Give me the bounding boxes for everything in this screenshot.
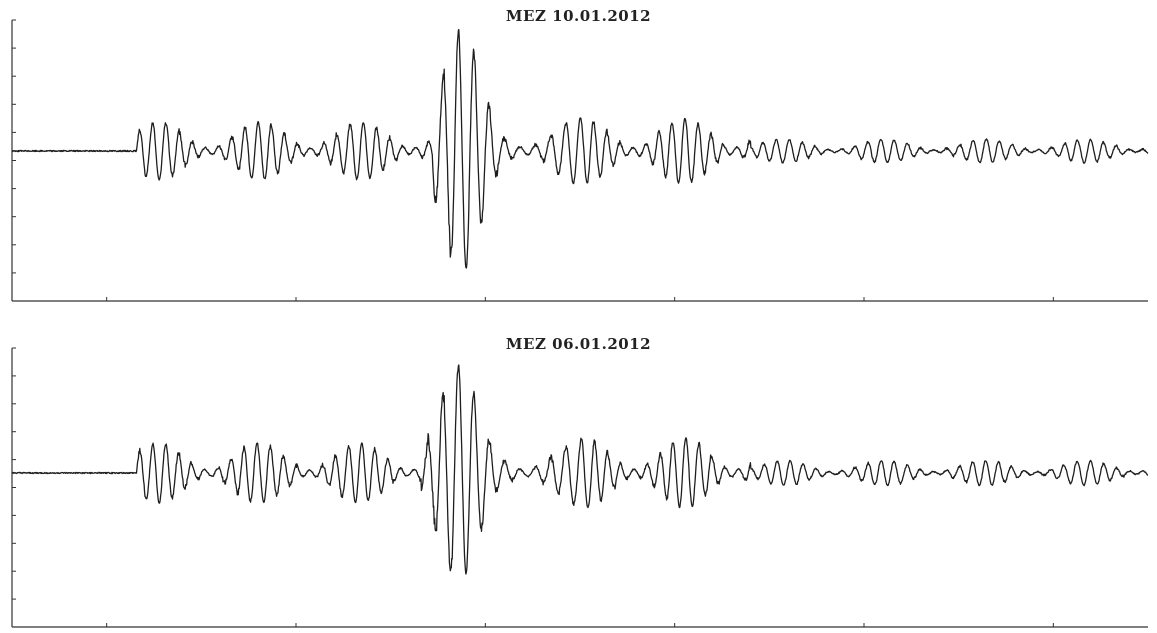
seismogram-panel-top: MEZ 10.01.2012 bbox=[11, 7, 1149, 302]
chart-title: MEZ 06.01.2012 bbox=[505, 335, 652, 353]
chart-title: MEZ 10.01.2012 bbox=[505, 7, 652, 25]
waveform-trace bbox=[11, 364, 1149, 575]
seismogram-plot-top bbox=[11, 19, 1149, 302]
seismogram-plot-bottom bbox=[11, 347, 1149, 628]
seismogram-panel-bottom: MEZ 06.01.2012 bbox=[0, 326, 1157, 633]
waveform-trace bbox=[11, 28, 1149, 269]
